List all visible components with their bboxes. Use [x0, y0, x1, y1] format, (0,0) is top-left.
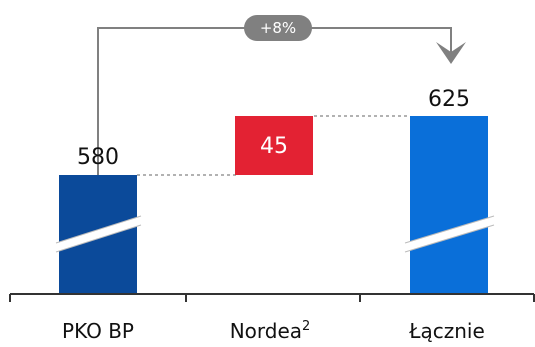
category-label-pko-bp: PKO BP — [62, 319, 134, 343]
bar-lacznie — [410, 116, 488, 294]
value-label: 580 — [77, 145, 119, 170]
value-label: 45 — [260, 134, 288, 159]
category-label-nordea: Nordea2 — [230, 319, 311, 343]
x-axis — [10, 294, 534, 302]
category-label-lacznie: Łącznie — [408, 319, 485, 343]
footnote-marker: 2 — [302, 319, 310, 334]
growth-badge: +8% — [244, 15, 312, 41]
value-label: 625 — [428, 87, 470, 112]
growth-label: +8% — [260, 19, 296, 37]
